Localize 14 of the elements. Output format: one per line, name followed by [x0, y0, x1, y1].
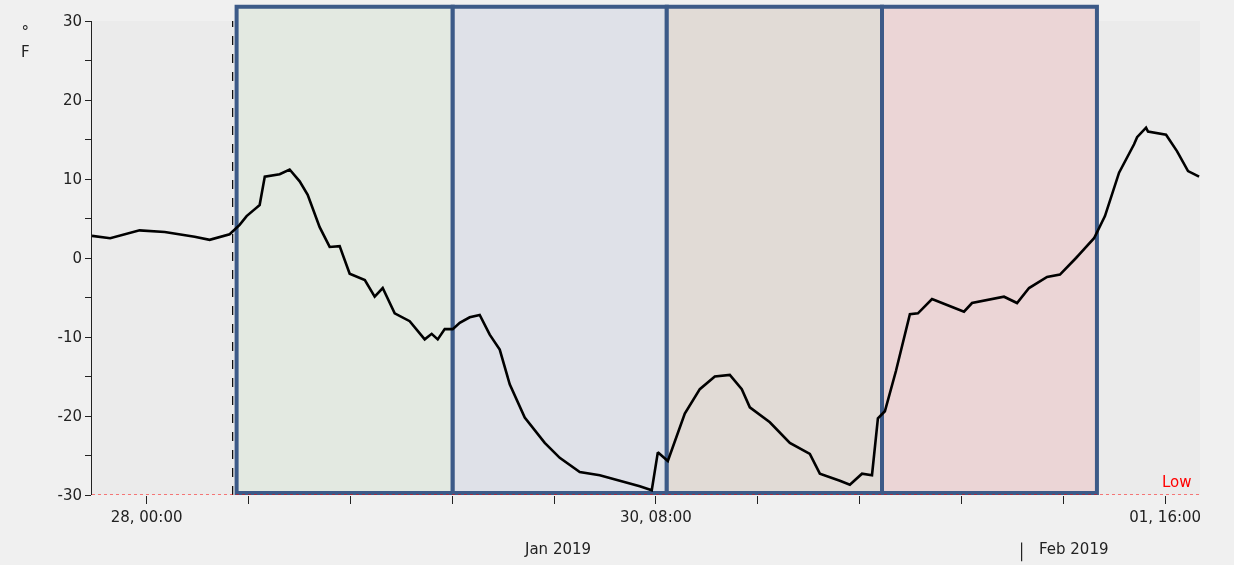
- text: Jan 2019: [524, 540, 592, 558]
- x-tick-label: 01, 16:00: [1129, 508, 1202, 526]
- x-tick-label: 30, 08:00: [619, 508, 692, 526]
- y-tick-label: 0: [72, 249, 82, 268]
- y-axis-title: ° F: [21, 23, 30, 61]
- text: Feb 2019: [1039, 540, 1109, 558]
- y-tick-label: 30: [62, 12, 82, 31]
- ref-line-label: Low: [1162, 473, 1192, 491]
- y-tick-label: -20: [57, 407, 82, 426]
- y-tick-label: 20: [62, 91, 82, 110]
- y-tick-label: 10: [62, 170, 82, 189]
- y-tick-label: -30: [57, 486, 82, 505]
- y-tick-label: -10: [57, 328, 82, 347]
- x-tick-label: 28, 00:00: [110, 508, 183, 526]
